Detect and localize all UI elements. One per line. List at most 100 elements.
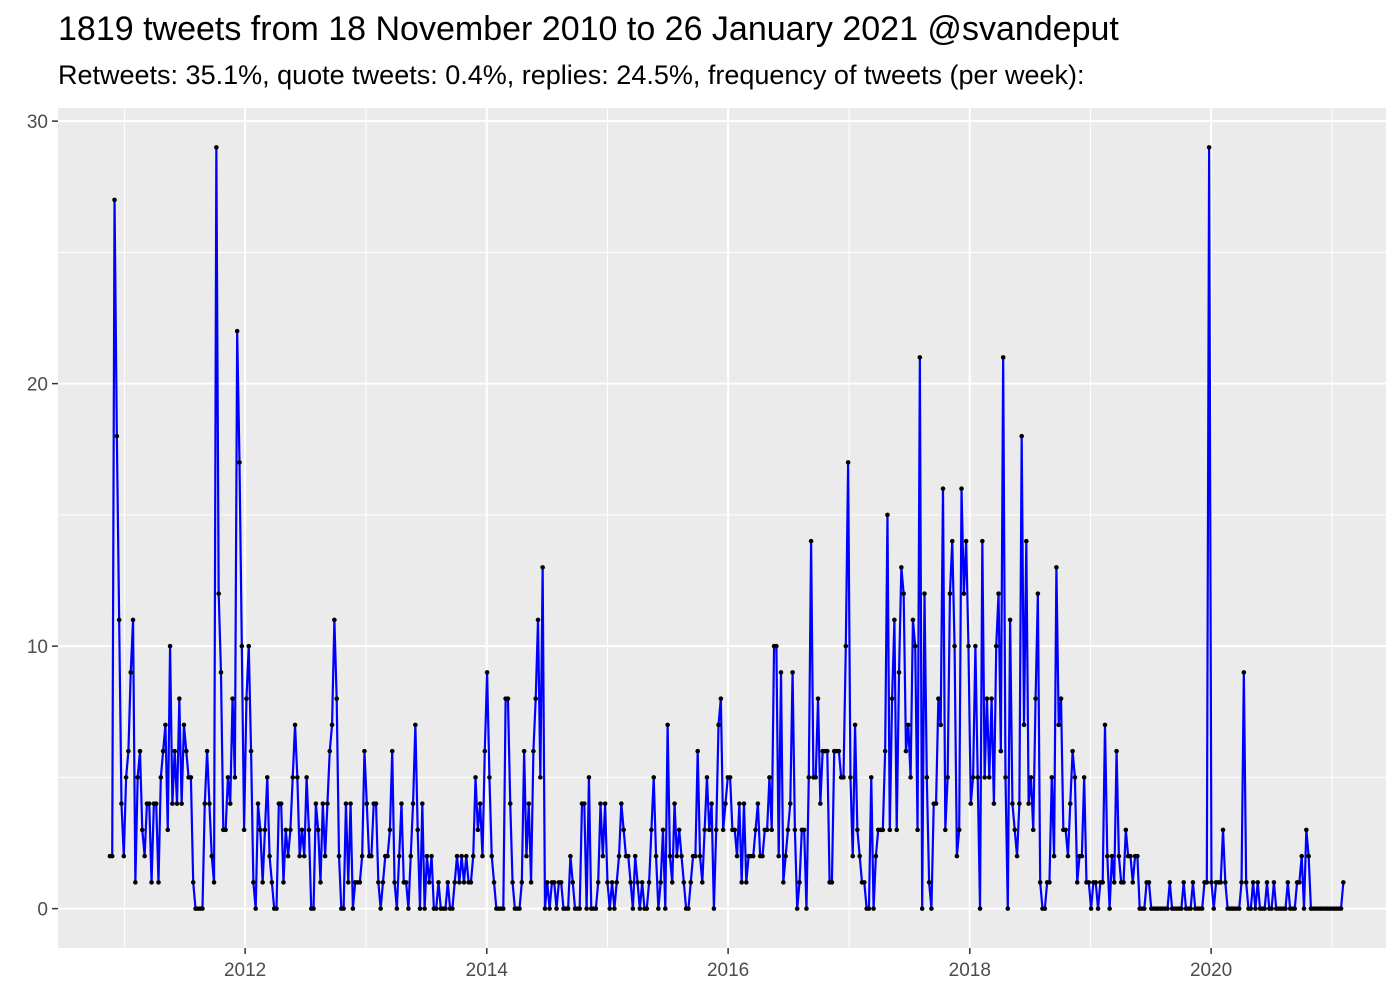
data-point (1021, 722, 1027, 728)
data-point (706, 827, 712, 833)
data-point (1304, 827, 1309, 833)
data-point (1014, 853, 1020, 859)
data-point (223, 827, 228, 833)
data-point (121, 853, 127, 859)
data-point (1000, 355, 1006, 360)
data-point (258, 827, 263, 833)
data-point (491, 880, 497, 885)
data-point (737, 801, 742, 806)
data-point (540, 565, 545, 570)
data-point (753, 827, 758, 833)
data-point (741, 801, 747, 806)
data-point (873, 853, 879, 859)
data-point (922, 591, 927, 596)
data-point (510, 880, 515, 885)
data-point (709, 801, 714, 806)
series-blue (107, 145, 1346, 911)
data-point (686, 906, 691, 911)
data-point (905, 722, 911, 728)
data-point (253, 906, 258, 911)
data-point (1211, 906, 1217, 911)
data-point (637, 906, 643, 911)
data-point (350, 906, 356, 911)
data-point (544, 880, 550, 885)
data-point (415, 827, 420, 833)
data-point (1065, 853, 1071, 859)
data-point (394, 906, 400, 911)
data-point (986, 775, 992, 780)
data-point (739, 880, 744, 885)
data-point (917, 355, 923, 360)
data-point (183, 748, 189, 754)
data-point (954, 853, 960, 859)
data-point (241, 827, 247, 833)
data-point (156, 880, 161, 885)
data-point (993, 643, 999, 649)
data-point (628, 880, 633, 885)
data-point (336, 853, 342, 859)
data-point (956, 827, 962, 833)
data-point (429, 853, 434, 859)
data-point (577, 906, 582, 911)
data-point (582, 801, 587, 806)
y-tick-label: 0 (37, 900, 48, 921)
data-point (750, 853, 756, 859)
data-point (364, 801, 370, 806)
data-point (882, 748, 888, 754)
data-point (244, 696, 249, 701)
x-tick-label: 2012 (224, 960, 266, 981)
data-point (665, 722, 670, 728)
data-point (1095, 906, 1101, 911)
data-point (824, 748, 830, 754)
data-point (1269, 906, 1274, 911)
data-point (774, 643, 779, 649)
data-point (461, 880, 467, 885)
data-point (1054, 565, 1059, 570)
data-point (392, 880, 397, 885)
data-point (554, 906, 559, 911)
data-point (1128, 853, 1133, 859)
data-point (901, 591, 906, 596)
data-point (278, 801, 284, 806)
data-point (227, 801, 233, 806)
data-point (679, 853, 684, 859)
data-point (558, 880, 564, 885)
data-point (961, 591, 967, 596)
data-point (845, 460, 851, 465)
data-point (343, 801, 349, 806)
data-point (188, 775, 194, 780)
data-point (406, 906, 411, 911)
data-point (542, 906, 548, 911)
data-point (1167, 880, 1173, 885)
data-point (1146, 880, 1152, 885)
data-point (614, 880, 620, 885)
data-point (318, 880, 323, 885)
data-point (804, 906, 809, 911)
data-point (334, 696, 339, 701)
data-point (225, 775, 231, 780)
data-point (459, 853, 464, 859)
data-point (332, 617, 337, 623)
data-point (912, 643, 918, 649)
data-point (797, 880, 802, 885)
data-point (1250, 880, 1256, 885)
data-point (501, 906, 506, 911)
data-point (533, 696, 539, 701)
data-point (980, 538, 985, 544)
data-point (450, 906, 455, 911)
data-point (426, 880, 432, 885)
data-point (1079, 853, 1085, 859)
data-point (292, 722, 298, 728)
data-point (345, 880, 351, 885)
data-point (586, 775, 592, 780)
data-point (359, 853, 365, 859)
data-point (445, 880, 451, 885)
data-point (551, 880, 557, 885)
data-point (658, 880, 663, 885)
data-point (487, 775, 492, 780)
data-point (688, 880, 694, 885)
data-point (489, 853, 495, 859)
data-point (1109, 853, 1115, 859)
data-point (1188, 906, 1193, 911)
